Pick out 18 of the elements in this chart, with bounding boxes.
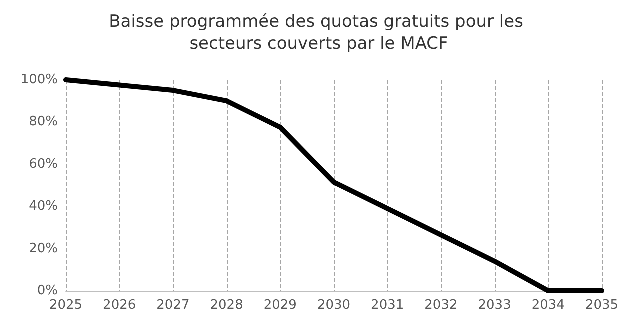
x-tick-label: 2027 bbox=[156, 298, 190, 313]
x-tick-label: 2034 bbox=[532, 298, 565, 313]
x-tick-label: 2035 bbox=[585, 298, 619, 313]
x-tick-label: 2028 bbox=[210, 298, 244, 313]
y-tick-label: 60% bbox=[29, 156, 58, 172]
y-tick-label: 100% bbox=[20, 72, 58, 88]
y-tick-label: 20% bbox=[29, 241, 58, 256]
y-tick-label: 80% bbox=[29, 114, 58, 130]
y-tick-label: 40% bbox=[29, 199, 58, 214]
x-tick-label: 2026 bbox=[103, 298, 136, 313]
x-tick-label: 2033 bbox=[478, 298, 512, 313]
chart-title: Baisse programmée des quotas gratuits pour les secteurs couverts par le MACF bbox=[109, 12, 529, 54]
x-tick-label: 2025 bbox=[49, 298, 83, 313]
x-tick-label: 2030 bbox=[317, 298, 351, 313]
x-tick-label: 2032 bbox=[424, 298, 458, 313]
y-tick-label: 0% bbox=[37, 284, 58, 298]
x-tick-label: 2031 bbox=[371, 298, 404, 313]
x-tick-label: 2029 bbox=[264, 298, 297, 313]
